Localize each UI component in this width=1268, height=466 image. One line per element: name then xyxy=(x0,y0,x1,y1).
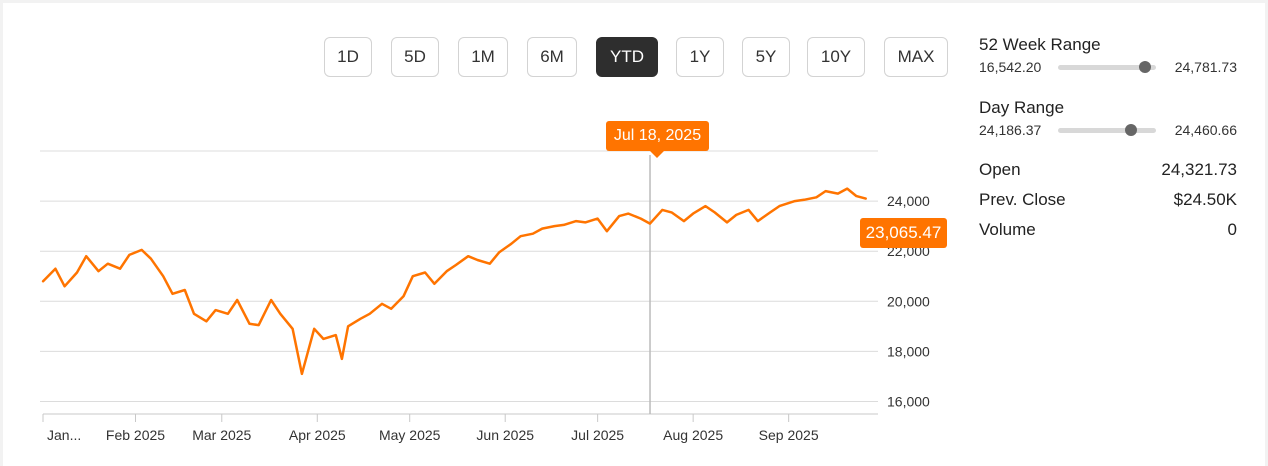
week52-low: 16,542.20 xyxy=(979,59,1042,75)
stat-value: $24.50K xyxy=(1173,190,1237,209)
x-tick-label: May 2025 xyxy=(379,427,441,443)
day-low: 24,186.37 xyxy=(979,122,1042,138)
range-button-6m[interactable]: 6M xyxy=(527,37,577,77)
y-tick-label: 16,000 xyxy=(887,393,930,409)
chart-panel: 1D 5D 1M 6M YTD 1Y 5Y 10Y MAX 16,000 18,0… xyxy=(3,3,1265,466)
range-selector: 1D 5D 1M 6M YTD 1Y 5Y 10Y MAX xyxy=(3,37,1265,81)
week52-high: 24,781.73 xyxy=(1174,59,1237,75)
range-button-1y[interactable]: 1Y xyxy=(676,37,724,77)
week52-range-track xyxy=(1058,61,1156,73)
x-tick-label: Mar 2025 xyxy=(192,427,251,443)
range-button-1m[interactable]: 1M xyxy=(458,37,508,77)
range-button-5y[interactable]: 5Y xyxy=(742,37,790,77)
x-tick-label: Feb 2025 xyxy=(106,427,165,443)
stat-label: Open xyxy=(979,160,1021,179)
week52-range-title: 52 Week Range xyxy=(979,35,1101,54)
day-range-track xyxy=(1058,124,1156,136)
day-range-title: Day Range xyxy=(979,98,1065,117)
stat-row-open: Open 24,321.73 xyxy=(979,160,1237,182)
stat-value: 0 xyxy=(1227,220,1237,239)
range-button-max[interactable]: MAX xyxy=(884,37,948,77)
x-tick-label: Jan... xyxy=(47,427,81,443)
y-tick-label: 20,000 xyxy=(887,293,930,309)
x-tick-label: Jul 2025 xyxy=(571,427,624,443)
crosshair-date-tooltip: Jul 18, 2025 xyxy=(606,121,709,151)
range-button-10y[interactable]: 10Y xyxy=(807,37,865,77)
week52-range-marker xyxy=(1139,61,1152,73)
range-button-1d[interactable]: 1D xyxy=(324,37,372,77)
stat-row-prev-close: Prev. Close $24.50K xyxy=(979,190,1237,212)
stat-label: Prev. Close xyxy=(979,190,1066,209)
stat-row-volume: Volume 0 xyxy=(979,220,1237,242)
x-tick-label: Sep 2025 xyxy=(759,427,819,443)
x-tick-label: Apr 2025 xyxy=(289,427,346,443)
price-series-line xyxy=(41,187,867,376)
last-price-badge: 23,065.47 xyxy=(860,218,947,248)
x-tick-label: Jun 2025 xyxy=(476,427,534,443)
stat-value: 24,321.73 xyxy=(1161,160,1237,179)
y-tick-label: 24,000 xyxy=(887,193,930,209)
range-button-5d[interactable]: 5D xyxy=(391,37,439,77)
x-tick-label: Aug 2025 xyxy=(663,427,723,443)
y-tick-label: 18,000 xyxy=(887,343,930,359)
tooltip-arrow xyxy=(650,151,664,158)
range-button-ytd[interactable]: YTD xyxy=(596,37,658,77)
day-high: 24,460.66 xyxy=(1174,122,1237,138)
stat-label: Volume xyxy=(979,220,1036,239)
day-range-marker xyxy=(1124,124,1137,136)
